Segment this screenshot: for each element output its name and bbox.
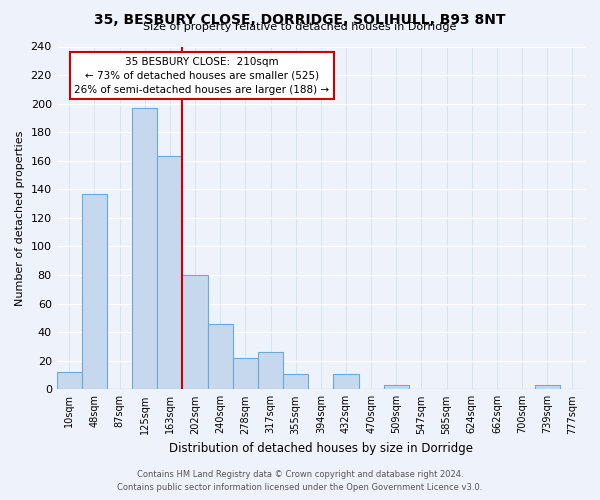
Bar [384, 385, 409, 390]
Bar [182, 275, 208, 390]
Bar [208, 324, 233, 390]
Bar [132, 108, 157, 390]
Bar [157, 156, 182, 390]
X-axis label: Distribution of detached houses by size in Dorridge: Distribution of detached houses by size … [169, 442, 473, 455]
Bar [334, 374, 359, 390]
Bar [258, 352, 283, 390]
Bar [283, 374, 308, 390]
Y-axis label: Number of detached properties: Number of detached properties [15, 130, 25, 306]
Bar [233, 358, 258, 390]
Text: Size of property relative to detached houses in Dorridge: Size of property relative to detached ho… [143, 22, 457, 32]
Bar [535, 385, 560, 390]
Text: Contains HM Land Registry data © Crown copyright and database right 2024.
Contai: Contains HM Land Registry data © Crown c… [118, 470, 482, 492]
Text: 35 BESBURY CLOSE:  210sqm
← 73% of detached houses are smaller (525)
26% of semi: 35 BESBURY CLOSE: 210sqm ← 73% of detach… [74, 57, 329, 95]
Bar [56, 372, 82, 390]
Bar [82, 194, 107, 390]
Text: 35, BESBURY CLOSE, DORRIDGE, SOLIHULL, B93 8NT: 35, BESBURY CLOSE, DORRIDGE, SOLIHULL, B… [94, 12, 506, 26]
